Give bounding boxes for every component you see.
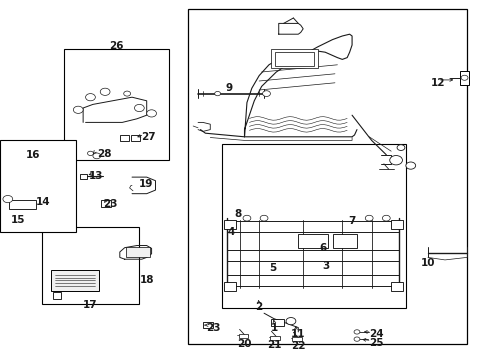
Circle shape — [100, 88, 110, 95]
Circle shape — [365, 215, 372, 221]
Bar — [224, 282, 236, 291]
Text: 12: 12 — [429, 78, 444, 88]
Circle shape — [134, 104, 144, 112]
Bar — [292, 337, 302, 341]
Bar — [120, 135, 128, 141]
Bar — [80, 174, 87, 179]
Bar — [41, 227, 139, 304]
Bar — [9, 200, 36, 209]
Text: 6: 6 — [319, 243, 325, 253]
Text: 15: 15 — [11, 215, 25, 225]
Circle shape — [214, 91, 220, 96]
Circle shape — [389, 156, 402, 165]
Text: 26: 26 — [108, 41, 123, 51]
Circle shape — [243, 215, 250, 221]
Circle shape — [405, 162, 415, 169]
Circle shape — [93, 153, 101, 159]
Text: 9: 9 — [225, 83, 232, 93]
Text: 13: 13 — [88, 171, 103, 181]
Text: 2: 2 — [255, 302, 262, 312]
Text: 7: 7 — [347, 216, 355, 226]
Circle shape — [87, 151, 93, 156]
Text: 28: 28 — [97, 149, 111, 159]
Circle shape — [85, 94, 95, 101]
Text: 4: 4 — [226, 227, 234, 237]
Bar — [51, 270, 99, 291]
Circle shape — [3, 195, 13, 203]
Bar — [101, 200, 111, 207]
Text: 18: 18 — [139, 275, 154, 285]
Text: 5: 5 — [268, 263, 275, 273]
Circle shape — [382, 215, 389, 221]
Circle shape — [123, 91, 130, 96]
Bar — [63, 49, 168, 160]
Text: 1: 1 — [271, 323, 278, 333]
Circle shape — [262, 91, 270, 96]
Bar — [131, 135, 140, 141]
Text: 11: 11 — [290, 329, 305, 339]
Text: 16: 16 — [26, 150, 41, 160]
Text: 20: 20 — [237, 339, 251, 349]
Bar — [188, 9, 466, 344]
Bar — [459, 71, 468, 85]
Circle shape — [146, 110, 156, 117]
Text: 24: 24 — [368, 329, 383, 339]
Text: 21: 21 — [267, 340, 282, 350]
Circle shape — [396, 145, 404, 150]
Bar — [224, 220, 236, 229]
Circle shape — [353, 330, 359, 334]
Bar — [0, 140, 76, 232]
Bar — [390, 220, 403, 229]
Text: 27: 27 — [141, 132, 155, 142]
Bar — [271, 49, 317, 68]
Circle shape — [260, 215, 267, 221]
Circle shape — [353, 337, 359, 341]
Bar — [271, 319, 283, 326]
Bar — [126, 247, 149, 257]
Circle shape — [285, 318, 295, 325]
Text: 23: 23 — [205, 323, 220, 333]
Bar — [332, 234, 356, 248]
Bar — [53, 292, 61, 299]
Bar — [203, 322, 213, 328]
Bar — [390, 282, 403, 291]
Bar — [238, 334, 248, 338]
Bar — [274, 52, 313, 66]
Text: 22: 22 — [290, 341, 305, 351]
Text: 23: 23 — [103, 199, 118, 210]
Bar — [222, 144, 405, 308]
Bar — [298, 234, 327, 248]
Text: 17: 17 — [83, 300, 98, 310]
Circle shape — [460, 75, 467, 80]
Text: 14: 14 — [36, 197, 50, 207]
Text: 19: 19 — [138, 179, 153, 189]
Text: 25: 25 — [368, 338, 383, 348]
Text: 3: 3 — [322, 261, 328, 271]
Circle shape — [73, 106, 83, 113]
Text: 8: 8 — [234, 209, 241, 219]
Text: 10: 10 — [420, 258, 435, 268]
Bar — [270, 336, 280, 340]
